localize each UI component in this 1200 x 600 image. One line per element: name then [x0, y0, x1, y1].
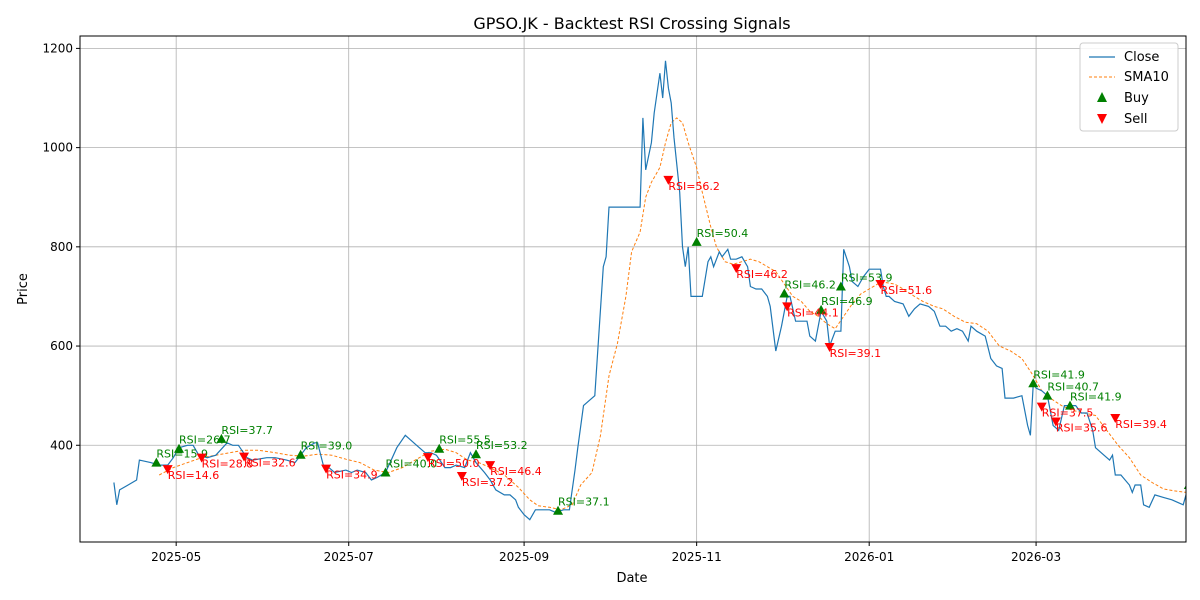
y-tick-label: 400 [50, 438, 73, 452]
y-tick-label: 800 [50, 240, 73, 254]
buy-marker [1065, 400, 1076, 410]
buy-signal-label: RSI=40.7 [1047, 381, 1099, 394]
legend: Close SMA10 Buy Sell [1079, 42, 1179, 132]
y-axis: 400 600 800 1000 1200 [42, 41, 80, 452]
buy-marker [816, 304, 827, 314]
buy-signal-label: RSI=55.5 [439, 434, 491, 447]
sell-signal-label: RSI=14.6 [168, 469, 220, 482]
legend-buy-label: Buy [1124, 91, 1149, 106]
buy-signal-label: RSI=15.9 [156, 448, 208, 461]
x-tick-label: 2026-03 [1011, 550, 1061, 564]
buy-signal-label: RSI=53.9 [841, 272, 893, 285]
legend-box [1079, 42, 1179, 132]
y-tick-label: 1200 [42, 41, 73, 55]
sell-marker [875, 280, 886, 290]
buy-marker [295, 449, 306, 459]
sell-marker [321, 464, 332, 474]
buy-signal-label: RSI=46.9 [821, 295, 873, 308]
sell-signal-label: RSI=37.5 [1042, 407, 1094, 420]
sell-marker [1050, 417, 1061, 427]
sell-marker [422, 453, 433, 463]
buy-marker [216, 433, 227, 443]
x-axis: 2025-05 2025-07 2025-09 2025-11 2026-01 2026-… [151, 542, 1061, 564]
sell-signal-label: RSI=35.6 [1056, 421, 1108, 434]
buy-signal-label: RSI=26.7 [179, 434, 231, 447]
sell-signal-label: RSI=44.1 [787, 306, 839, 319]
x-tick-label: 2025-11 [672, 550, 722, 564]
sell-signal-label: RSI=32.6 [244, 457, 296, 470]
buy-marker [1183, 485, 1186, 489]
sell-marker [1036, 402, 1047, 412]
sell-signal-label: RSI=50.0 [428, 457, 480, 470]
legend-close-label: Close [1124, 50, 1159, 65]
sell-signal-label: RSI=56.2 [668, 180, 720, 193]
sell-marker [196, 453, 207, 463]
x-tick-label: 2025-07 [324, 550, 374, 564]
buy-marker [835, 281, 846, 291]
buy-marker [471, 449, 482, 459]
sell-marker [663, 175, 674, 185]
x-tick-label: 2026-01 [844, 550, 894, 564]
legend-sell-swatch [1097, 114, 1107, 124]
buy-signal-label: RSI=41.9 [1070, 391, 1122, 404]
buy-signal-label: RSI=38.9 [1189, 470, 1200, 483]
sell-marker [1110, 413, 1121, 423]
buy-signal-label: RSI=53.2 [476, 439, 528, 452]
buy-signal-label: RSI=50.4 [697, 227, 749, 240]
series-line-close [113, 60, 1186, 521]
sell-marker [782, 302, 793, 312]
sell-signal-label: RSI=37.2 [462, 476, 514, 489]
buy-marker [1042, 390, 1053, 400]
sell-signal-label: RSI=39.1 [830, 347, 882, 360]
buy-marker [174, 443, 185, 453]
buy-signal-label: RSI=40.0 [385, 458, 437, 471]
sell-marker [1195, 491, 1200, 500]
buy-marker [779, 288, 790, 298]
y-axis-label: Price [16, 273, 31, 305]
legend-sma10-label: SMA10 [1124, 70, 1169, 85]
buy-signal-label: RSI=37.1 [558, 496, 610, 509]
buy-marker [553, 505, 564, 515]
x-tick-label: 2025-09 [499, 550, 549, 564]
buy-marker [1028, 378, 1039, 388]
sell-signal-label: RSI=28.8 [202, 458, 254, 471]
sell-signal-label: RSI=51.6 [881, 284, 933, 297]
buy-signal-label: RSI=41.9 [1033, 368, 1085, 381]
buy-marker [151, 457, 162, 467]
x-tick-label: 2025-05 [151, 550, 201, 564]
y-tick-label: 600 [50, 339, 73, 353]
sell-marker [824, 343, 835, 353]
sell-signal-label: RSI=46.4 [490, 465, 542, 478]
buy-marker [1195, 487, 1200, 496]
buy-marker [380, 467, 391, 477]
sell-marker [456, 472, 467, 482]
sell-marker [239, 452, 250, 462]
y-tick-label: 1000 [42, 141, 73, 155]
buy-marker [434, 443, 445, 453]
x-axis-label: Date [616, 571, 647, 586]
buy-marker [691, 236, 702, 246]
legend-sell-label: Sell [1124, 112, 1147, 127]
sell-marker [162, 465, 173, 475]
sell-signal-label: RSI=34.9 [326, 469, 378, 482]
buy-signal-label: RSI=37.7 [221, 424, 273, 437]
buy-signal-label: RSI=39.0 [301, 440, 353, 453]
sell-signal-label: RSI=39.4 [1115, 418, 1167, 431]
series-line-sma10 [158, 117, 1186, 511]
plot-frame [79, 35, 1187, 543]
chart-title: GPSO.JK - Backtest RSI Crossing Signals [473, 14, 790, 33]
sell-marker [731, 264, 742, 274]
sell-marker [485, 461, 496, 471]
legend-buy-swatch [1097, 92, 1107, 102]
sell-signal-label: RSI=46.2 [736, 268, 788, 281]
buy-signal-label: RSI=46.2 [784, 278, 836, 291]
